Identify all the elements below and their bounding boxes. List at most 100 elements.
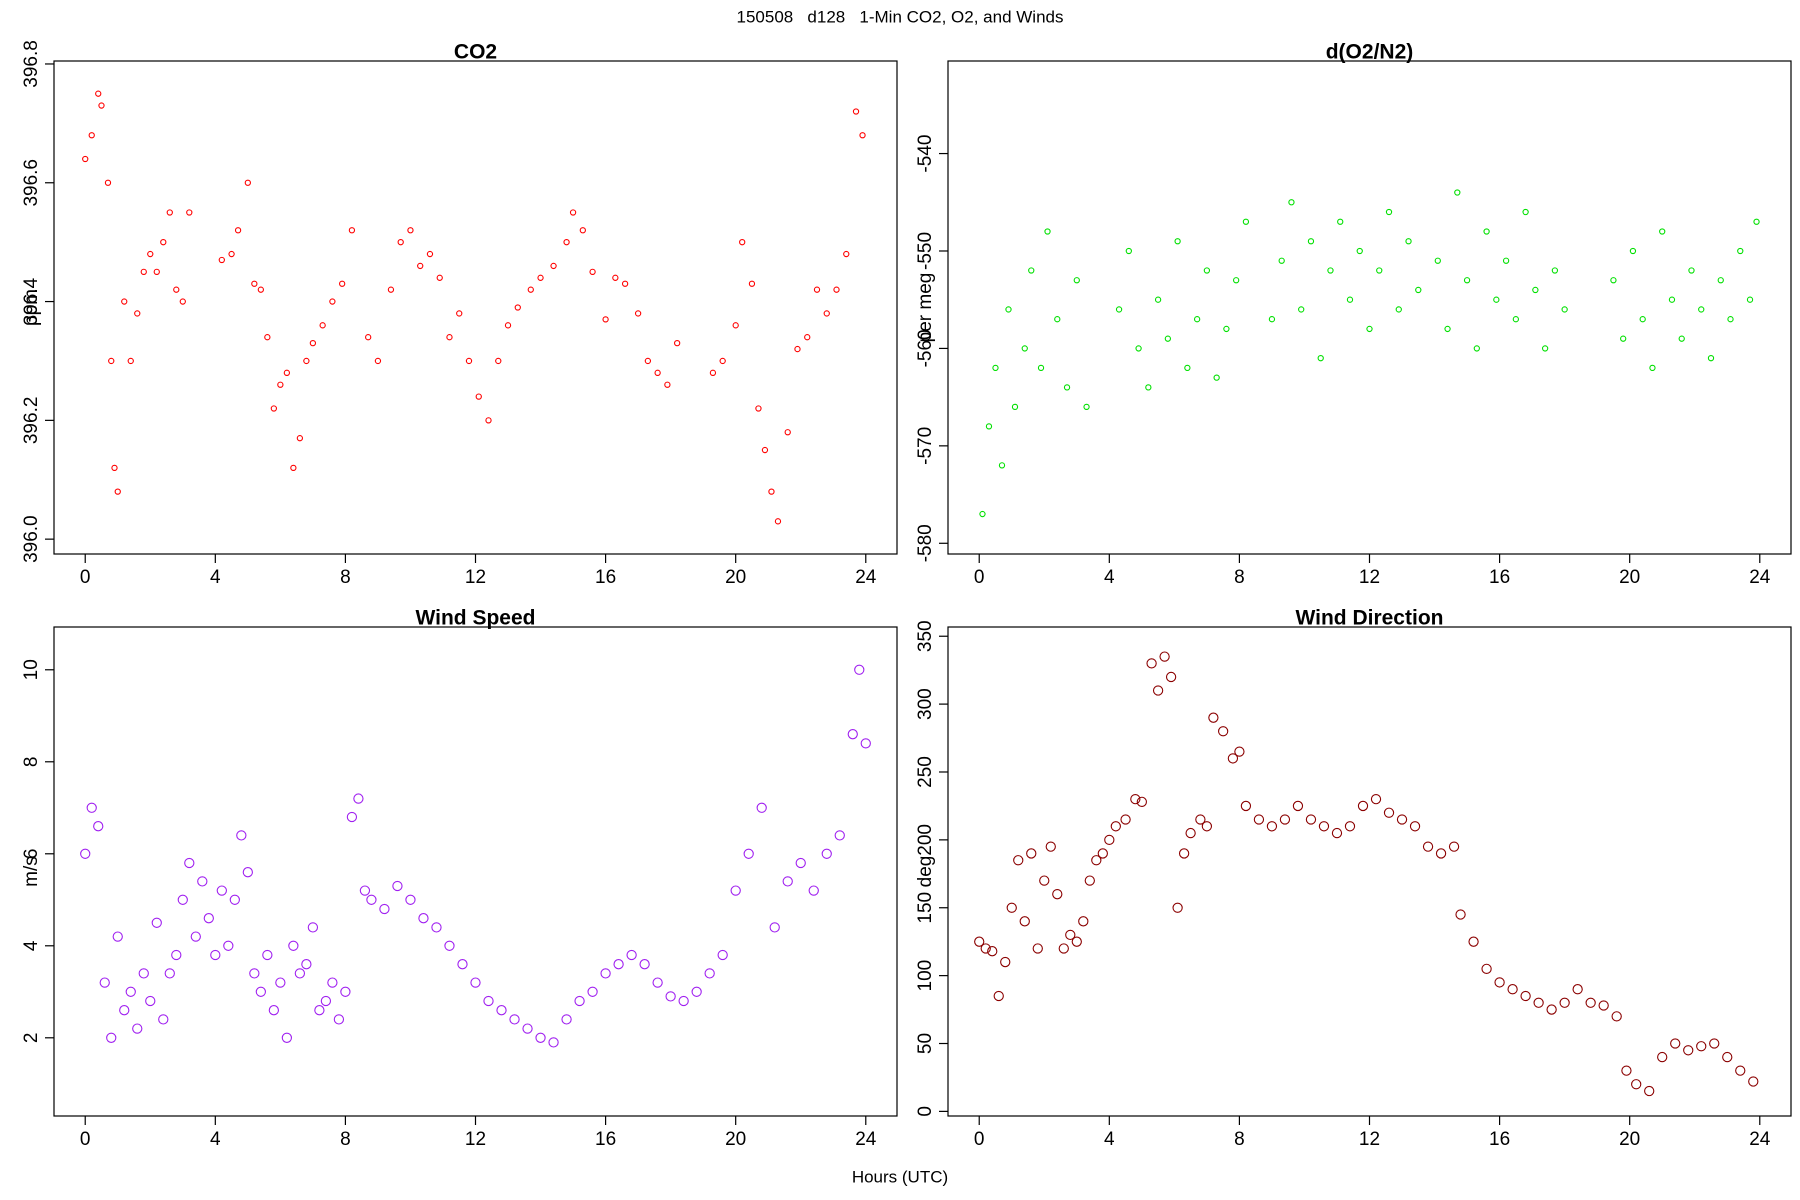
data-point [1585, 997, 1596, 1008]
data-point [483, 995, 494, 1007]
data-point [1178, 848, 1190, 859]
data-point [171, 949, 182, 961]
data-point [1011, 403, 1019, 411]
x-tick-label: 8 [340, 567, 351, 588]
data-point [1473, 345, 1480, 352]
data-point [436, 274, 443, 281]
x-tick-label: 4 [1104, 1129, 1115, 1150]
data-point [457, 959, 468, 970]
data-point [1395, 306, 1402, 313]
data-point [673, 339, 681, 347]
data-point [974, 936, 985, 947]
data-point [1084, 875, 1095, 886]
x-tick-label: 24 [1749, 567, 1771, 588]
data-point [1559, 997, 1570, 1008]
data-point [612, 274, 619, 281]
data-point [431, 922, 442, 933]
data-point [456, 310, 463, 317]
y-tick-label: 150 [915, 892, 936, 924]
data-point [587, 986, 598, 997]
data-point [329, 298, 336, 305]
data-point [1659, 228, 1666, 235]
data-point [1331, 827, 1343, 839]
data-point [294, 968, 306, 979]
data-point [852, 108, 860, 115]
data-point [1493, 296, 1500, 303]
data-point [1409, 821, 1421, 832]
data-point [1063, 384, 1071, 391]
data-point [602, 316, 609, 323]
y-tick-label: 250 [915, 756, 936, 788]
data-point [277, 381, 284, 388]
data-point [374, 357, 382, 365]
data-point [1670, 1038, 1681, 1049]
data-point [426, 250, 434, 258]
data-point [719, 357, 726, 365]
x-tick-label: 12 [1359, 1129, 1380, 1150]
data-point [119, 1005, 130, 1016]
data-point [319, 322, 326, 329]
data-point [1753, 218, 1760, 225]
data-point [1318, 821, 1330, 832]
data-point [535, 1032, 546, 1043]
data-point [86, 802, 97, 813]
data-point [665, 991, 676, 1002]
data-point [1223, 325, 1230, 333]
y-tick-label: -570 [915, 427, 936, 465]
data-point [98, 102, 105, 109]
x-tick-label: 12 [465, 567, 486, 588]
plot-frame [53, 60, 898, 555]
data-point [550, 262, 557, 270]
y-tick-label: 0 [915, 1106, 936, 1117]
data-point [365, 334, 372, 341]
data-point [320, 995, 332, 1007]
data-point [1512, 316, 1520, 323]
y-axis-label: ppm [21, 289, 42, 326]
data-point [1201, 821, 1213, 832]
data-point [82, 155, 89, 163]
data-point [339, 280, 346, 287]
data-point [264, 334, 271, 341]
data-point [1698, 306, 1705, 313]
x-tick-label: 0 [80, 1129, 91, 1150]
data-point [1026, 848, 1037, 859]
data-point [1610, 277, 1617, 284]
x-tick-label: 24 [855, 567, 877, 588]
y-axis-label: deg [915, 856, 936, 888]
data-point [998, 462, 1006, 469]
y-tick-label: 200 [915, 824, 936, 856]
data-point [1104, 834, 1115, 846]
data-point [504, 322, 512, 329]
data-point [1520, 990, 1531, 1002]
x-tick-label: 20 [1619, 567, 1640, 588]
data-point [1370, 793, 1382, 805]
data-point [821, 848, 832, 859]
data-point [1307, 238, 1315, 245]
data-point [823, 310, 830, 317]
data-point [1091, 855, 1102, 866]
data-point [782, 876, 793, 887]
data-point [307, 922, 319, 933]
data-point [1164, 335, 1172, 342]
data-point [795, 857, 806, 869]
data-point [1195, 814, 1206, 825]
data-point [1709, 1038, 1720, 1049]
data-point [833, 286, 840, 293]
data-point [1203, 267, 1211, 274]
data-point [290, 464, 297, 472]
data-point [1152, 685, 1164, 696]
data-point [340, 986, 351, 997]
data-point [1279, 814, 1291, 825]
data-point [242, 867, 253, 878]
data-point [652, 977, 663, 988]
plot-frame [947, 60, 1792, 555]
data-point [1071, 936, 1082, 947]
data-point [106, 1032, 117, 1043]
data-point [1174, 238, 1181, 245]
data-point [179, 298, 186, 305]
data-point [1217, 726, 1229, 737]
data-point [132, 1023, 143, 1034]
data-point [1227, 753, 1239, 764]
data-point [1146, 658, 1157, 669]
